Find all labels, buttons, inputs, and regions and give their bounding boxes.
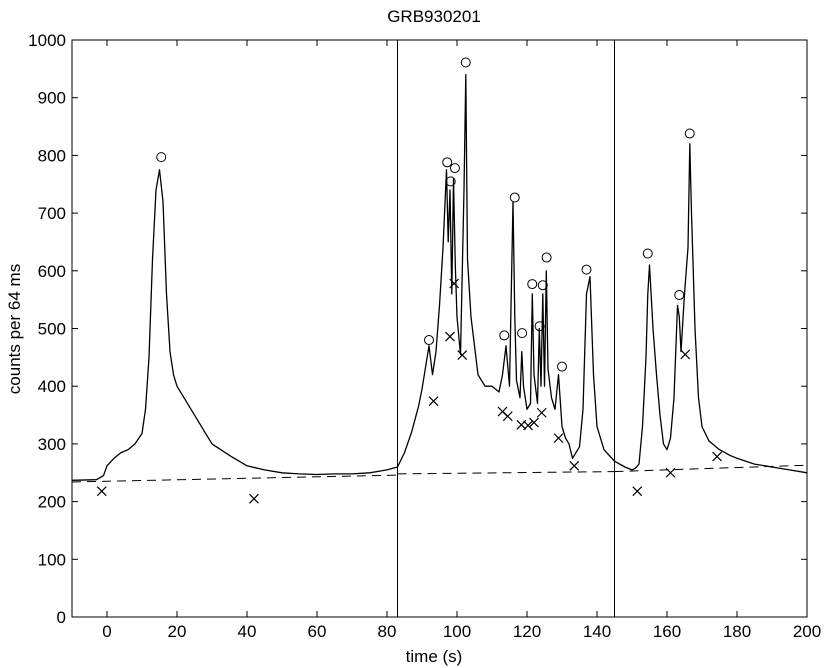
y-tick-label: 300 — [38, 435, 66, 454]
peak-marker-circle — [460, 57, 471, 68]
y-tick-label: 200 — [38, 493, 66, 512]
chart-title: GRB930201 — [387, 7, 481, 26]
peak-marker-circle — [156, 152, 167, 163]
valley-marker-stroke — [632, 486, 643, 497]
y-axis-label: counts per 64 ms — [5, 264, 24, 394]
y-tick-label: 0 — [57, 608, 66, 627]
x-tick-label: 180 — [723, 622, 751, 641]
x-axis-label: time (s) — [406, 647, 463, 666]
y-tick-label: 900 — [38, 89, 66, 108]
valley-marker-stroke — [449, 278, 460, 289]
peak-marker-circle — [534, 321, 545, 332]
valley-marker-stroke — [712, 451, 722, 462]
y-tick-label: 400 — [38, 377, 66, 396]
peak-marker-circle — [424, 335, 434, 346]
valley-marker-stroke — [523, 420, 533, 431]
valley-marker-x — [665, 467, 676, 478]
peak-marker-circle — [537, 280, 548, 291]
y-tick-label: 700 — [38, 204, 66, 223]
peak-marker-circle — [509, 192, 520, 203]
valley-marker-stroke — [249, 493, 259, 504]
plot-frame — [71, 39, 808, 618]
x-tick-label: 200 — [793, 622, 821, 641]
valley-marker-stroke — [428, 396, 439, 407]
valley-marker-stroke — [553, 433, 564, 444]
valley-marker-stroke — [680, 349, 691, 360]
x-tick-label: 100 — [443, 622, 471, 641]
valley-marker-stroke — [497, 406, 508, 417]
background-fit-line — [614, 464, 808, 473]
peak-marker-circle — [642, 248, 653, 259]
valley-marker-x — [680, 349, 691, 360]
light-curve-series — [71, 73, 808, 481]
x-tick-label: 80 — [378, 622, 397, 641]
valley-marker-x — [445, 331, 455, 342]
peak-marker-circle — [581, 264, 592, 275]
peak-marker-circle — [527, 279, 538, 290]
valley-marker-x — [529, 417, 539, 428]
valley-marker-stroke — [96, 486, 107, 497]
valley-marker-stroke — [457, 350, 468, 360]
y-tick-label: 800 — [38, 146, 66, 165]
peak-marker-circle — [442, 157, 453, 168]
valley-marker-x — [553, 433, 564, 444]
x-tick-label: 140 — [583, 622, 611, 641]
x-tick-label: 20 — [168, 622, 187, 641]
x-tick-label: 60 — [308, 622, 327, 641]
y-tick-label: 500 — [38, 320, 66, 339]
valley-marker-stroke — [502, 411, 513, 422]
valley-marker-x — [249, 493, 259, 504]
valley-marker-x — [457, 350, 468, 360]
valley-marker-x — [569, 460, 580, 471]
valley-marker-x — [712, 451, 722, 462]
peak-marker-circle — [449, 163, 460, 174]
valley-marker-stroke — [665, 467, 676, 478]
valley-marker-stroke — [536, 407, 547, 418]
peak-marker-circle — [445, 176, 456, 187]
valley-marker-x — [523, 420, 533, 431]
valley-marker-x — [632, 486, 643, 497]
peak-marker-circle — [517, 328, 528, 339]
peak-marker-circle — [557, 361, 567, 372]
y-tick-label: 1000 — [28, 31, 66, 50]
y-tick-label: 100 — [38, 550, 66, 569]
y-tick-label: 600 — [38, 262, 66, 281]
valley-marker-stroke — [569, 460, 580, 471]
x-tick-label: 40 — [238, 622, 257, 641]
plot-area: 0 20 40 60 80 100 120 140 160 180 200 0 100 200 300 400… — [28, 31, 821, 641]
x-tick-label: 160 — [653, 622, 681, 641]
valley-marker-x — [449, 278, 460, 289]
background-fit-line — [397, 471, 615, 475]
valley-marker-stroke — [445, 331, 455, 342]
x-tick-label: 120 — [513, 622, 541, 641]
peak-marker-circle — [674, 290, 685, 301]
valley-marker-x — [502, 411, 513, 422]
peak-marker-circle — [684, 128, 695, 139]
valley-marker-x — [428, 396, 439, 407]
x-tick-label: 0 — [102, 622, 111, 641]
peak-marker-circle — [499, 330, 510, 341]
peak-marker-circle — [541, 252, 552, 263]
background-fit-line — [71, 474, 398, 483]
valley-marker-x — [536, 407, 547, 418]
valley-marker-stroke — [529, 417, 539, 428]
valley-marker-x — [96, 486, 107, 497]
